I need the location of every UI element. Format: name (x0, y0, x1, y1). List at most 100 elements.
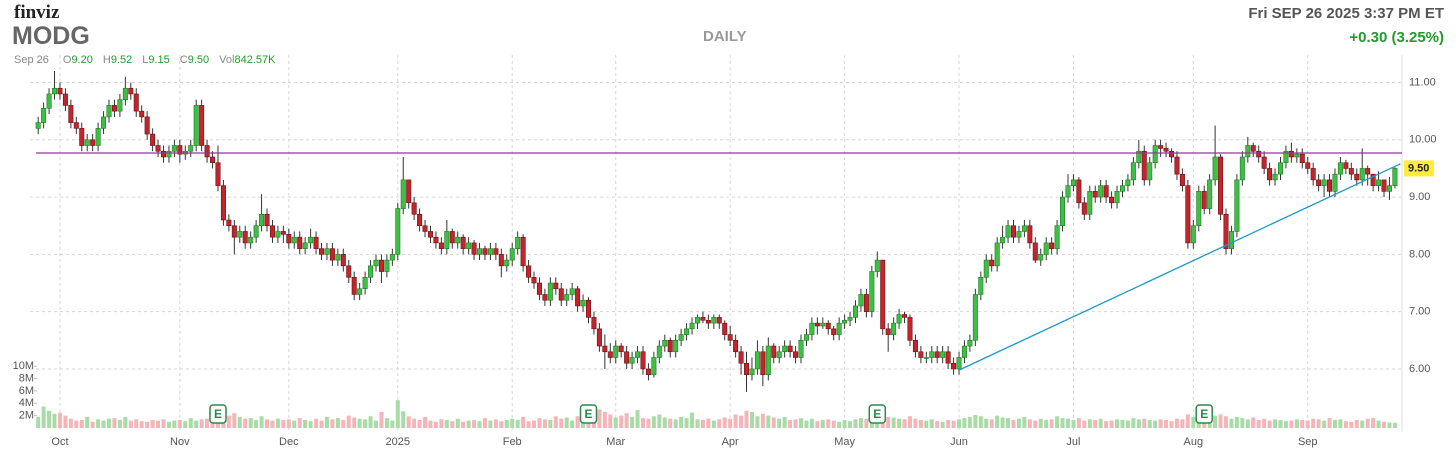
candle-body (1130, 162, 1136, 181)
volume-bar (47, 410, 52, 428)
candle-body (1185, 185, 1191, 244)
candle-body (1386, 185, 1392, 192)
candle-body (1321, 179, 1327, 186)
volume-bar (1185, 414, 1190, 428)
candle-body (880, 259, 886, 330)
candle-body (1365, 168, 1371, 175)
logo[interactable]: finviz (14, 2, 60, 23)
candle-body (1277, 162, 1283, 175)
volume-bar (837, 421, 842, 428)
candle-body (1250, 145, 1256, 152)
candle-body (237, 231, 243, 238)
candle-body (558, 288, 564, 301)
volume-bar (739, 415, 744, 428)
candle-body (438, 242, 444, 249)
volume-bar (275, 418, 280, 428)
volume-bar (1022, 416, 1027, 428)
volume-bar (793, 419, 798, 428)
volume-bar (695, 419, 700, 428)
volume-bar (1055, 416, 1060, 428)
volume-bar (597, 409, 602, 428)
candle-body (684, 328, 690, 335)
y-tick-label: 8.00 (1409, 248, 1430, 260)
candle-body (319, 248, 325, 255)
candle-body (852, 305, 858, 318)
candle-body (1332, 173, 1338, 192)
quote-date: Sep 26 (14, 54, 49, 66)
candle-body (487, 248, 493, 255)
volume-bar (537, 418, 542, 428)
volume-bar (1147, 419, 1152, 428)
candle-body (940, 351, 946, 358)
candle-body (106, 105, 112, 118)
candle-body (220, 185, 226, 221)
volume-bar (766, 415, 771, 428)
volume-bar (744, 410, 749, 428)
volume-bar (978, 416, 983, 428)
volume-bar (395, 400, 400, 428)
volume-bar (1076, 418, 1081, 428)
volume-bar (373, 420, 378, 428)
volume-bar (1322, 420, 1327, 428)
candle-body (1109, 196, 1115, 204)
quote-value: 9.15 (148, 54, 170, 66)
candle-body (171, 145, 177, 152)
volume-bar (384, 418, 389, 428)
candle-body (771, 345, 777, 358)
candle-body (934, 351, 940, 358)
volume-bar (684, 418, 689, 428)
candle-body (749, 368, 755, 375)
quote-value: 9.52 (110, 54, 133, 66)
candle-body (869, 271, 875, 312)
volume-bar (68, 418, 73, 428)
volume-bar (504, 419, 509, 428)
candle-body (782, 345, 788, 353)
candle-body (1376, 179, 1382, 186)
volume-bar (330, 419, 335, 428)
volume-bar (472, 419, 477, 428)
candle-body (1316, 179, 1322, 186)
candle-body (1272, 173, 1278, 181)
candle-body (569, 288, 575, 295)
candle-body (520, 236, 526, 267)
volume-bar (444, 419, 449, 428)
candle-body (651, 357, 657, 375)
candle-body (1288, 150, 1294, 158)
candle-body (716, 317, 722, 324)
volume-bar (1174, 418, 1179, 428)
timeframe[interactable]: DAILY (703, 28, 747, 45)
volume-bar (1289, 420, 1294, 428)
candle-body (286, 234, 292, 244)
candle-body (466, 242, 472, 249)
volume-bar (177, 419, 182, 428)
volume-bar (1120, 419, 1125, 428)
quote-value: 842.57K (234, 54, 276, 66)
volume-bar (1011, 419, 1016, 428)
candle-body (57, 87, 63, 95)
volume-bar (346, 415, 351, 428)
candle-body (68, 105, 74, 123)
volume-bar (700, 419, 705, 428)
volume-bar (145, 421, 150, 428)
volume-bar (281, 419, 286, 428)
volume-bar (815, 421, 820, 428)
candle-body (754, 351, 760, 370)
candle-body (444, 231, 450, 249)
volume-bar (134, 419, 139, 428)
candle-body (46, 93, 52, 109)
volume-bar (1300, 419, 1305, 428)
earnings-label: E (584, 407, 592, 421)
candle-body (825, 322, 831, 330)
volume-bar (1158, 419, 1163, 428)
candle-body (820, 322, 826, 327)
candle-body (907, 317, 913, 341)
candle-body (193, 105, 199, 146)
candle-body (35, 122, 41, 129)
ticker[interactable]: MODG (12, 22, 90, 50)
volume-bar (1240, 418, 1245, 428)
candle-body (1169, 150, 1175, 158)
candle-body (531, 276, 537, 284)
candle-body (994, 242, 1000, 267)
earnings-marker (1195, 404, 1213, 424)
volume-bar (848, 421, 853, 428)
